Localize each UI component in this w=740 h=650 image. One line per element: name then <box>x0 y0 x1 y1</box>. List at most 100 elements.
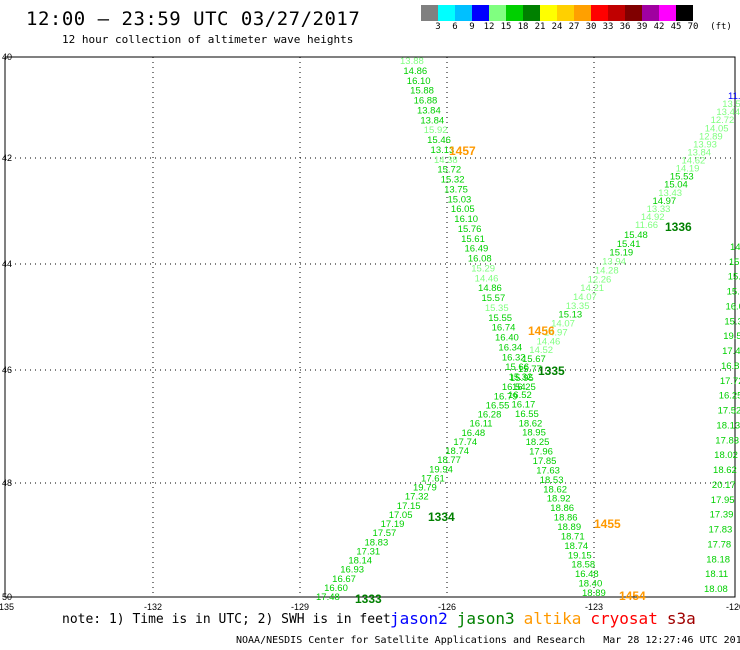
wave-height-value: 15.3 <box>724 316 740 327</box>
wave-height-value: 15.32 <box>441 175 465 186</box>
wave-height-value: 14.46 <box>475 273 499 284</box>
lat-tick-label: 44 <box>2 259 12 269</box>
wave-height-value: 13.75 <box>444 184 468 195</box>
wave-height-value: 16.25 <box>512 382 536 393</box>
legend-label: 21 <box>534 22 546 32</box>
wave-height-value: 18.58 <box>571 560 595 571</box>
wave-height-value: 12.26 <box>588 274 612 285</box>
wave-height-value: 13.84 <box>420 115 444 126</box>
satellite-altika: altika <box>523 609 582 628</box>
wave-height-value: 16.40 <box>495 333 519 344</box>
wave-height-value: 18.62 <box>713 465 737 476</box>
wave-height-value: 15.76 <box>458 224 482 235</box>
wave-height-value: 13.84 <box>417 105 441 116</box>
legend-swatch <box>421 5 438 21</box>
footer-note: note: 1) Time is in UTC; 2) SWH is in fe… <box>62 612 391 627</box>
wave-height-value: 13.94 <box>602 257 626 268</box>
wave-height-value: 13.84 <box>687 147 711 158</box>
orbit-number-label: 1456 <box>528 324 555 338</box>
wave-height-value: 17.85 <box>533 456 557 467</box>
wave-height-value: 15.77 <box>518 364 542 375</box>
wave-height-value: 16.74 <box>492 323 516 334</box>
wave-height-value: 16.10 <box>454 214 478 225</box>
wave-height-value: 14.21 <box>580 283 604 294</box>
color-legend <box>421 5 693 21</box>
wave-height-value: 11.44 <box>728 91 740 102</box>
wave-height-value: 15.41 <box>617 239 641 250</box>
wave-height-value: 16.55 <box>515 409 539 420</box>
wave-height-value: 13.93 <box>693 139 717 150</box>
wave-height-value: 17.05 <box>389 510 413 521</box>
wave-height-value: 18.13 <box>716 420 740 431</box>
wave-height-value: 16.34 <box>498 342 522 353</box>
wave-height-value: 19.79 <box>413 483 437 494</box>
color-legend-labels: 3 6 9 12 15 18 21 24 27 30 33 36 39 42 45 70 (ft) <box>421 22 740 34</box>
wave-height-value: 18.14 <box>348 556 372 567</box>
map-frame <box>4 56 736 598</box>
legend-label: 30 <box>585 22 597 32</box>
legend-unit: (ft) <box>710 22 732 32</box>
satellite-jason2: jason2 <box>390 609 448 628</box>
wave-height-value: 14.92 <box>641 212 665 223</box>
orbit-number-label: 1334 <box>428 510 455 524</box>
legend-label: 6 <box>452 22 458 32</box>
legend-swatch <box>489 5 506 21</box>
wave-height-value: 16.79 <box>494 391 518 402</box>
wave-height-value: 17.48 <box>316 592 340 603</box>
wave-height-value: 15.61 <box>461 234 485 245</box>
legend-label: 3 <box>435 22 441 32</box>
wave-height-value: 19.53 <box>723 331 740 342</box>
orbit-number-label: 1333 <box>355 592 382 606</box>
legend-swatch <box>438 5 455 21</box>
legend-label: 9 <box>469 22 475 32</box>
wave-height-value: 18.40 <box>578 579 602 590</box>
legend-swatch <box>455 5 472 21</box>
wave-height-value: 18.77 <box>437 455 461 466</box>
lat-tick-label: 42 <box>2 153 12 163</box>
wave-height-value: 18.74 <box>564 541 588 552</box>
legend-label: 39 <box>636 22 648 32</box>
wave-height-value: 18.08 <box>704 584 728 595</box>
legend-label: 45 <box>670 22 682 32</box>
satellite-jason3: jason3 <box>456 609 515 628</box>
legend-swatch <box>506 5 523 21</box>
satellite-cryosat: cryosat <box>590 609 658 628</box>
legend-swatch <box>574 5 591 21</box>
legend-label: 42 <box>653 22 665 32</box>
lon-tick-label: -135 <box>0 602 14 612</box>
wave-height-value: 14.62 <box>682 156 706 167</box>
wave-height-value: 16.17 <box>512 399 536 410</box>
wave-height-value: 15.67 <box>522 354 546 365</box>
wave-height-value: 15.03 <box>448 194 472 205</box>
legend-swatch <box>472 5 489 21</box>
wave-height-value: 18.02 <box>714 450 738 461</box>
legend-swatch <box>625 5 642 21</box>
wave-height-value: 14.07 <box>573 292 597 303</box>
wave-height-value: 17.95 <box>711 495 735 506</box>
lat-tick-label: 48 <box>2 478 12 488</box>
wave-height-value: 17.78 <box>707 539 731 550</box>
wave-height-value: 15.13 <box>558 310 582 321</box>
wave-height-value: 17.52 <box>718 406 740 417</box>
wave-height-value: 14.53 <box>730 242 740 253</box>
lon-tick-label: -126 <box>438 602 456 612</box>
wave-height-value: 17.32 <box>405 492 429 503</box>
wave-height-value: 15.46 <box>427 135 451 146</box>
wave-height-value: 15.95 <box>510 373 534 384</box>
lat-tick-label: 50 <box>2 592 12 602</box>
legend-swatch <box>676 5 693 21</box>
wave-height-value: 16.52 <box>508 390 532 401</box>
wave-height-value: 18.89 <box>582 588 606 599</box>
orbit-number-label: 1335 <box>538 364 565 378</box>
wave-height-value: 18.53 <box>540 475 564 486</box>
wave-height-value: 14.97 <box>544 327 568 338</box>
wave-height-value: 13.35 <box>566 301 590 312</box>
wave-height-value: 13.53 <box>722 99 740 110</box>
wave-height-value: 16.55 <box>486 400 510 411</box>
wave-height-value: 19.15 <box>568 550 592 561</box>
wave-height-value: 13.43 <box>658 188 682 199</box>
wave-height-value: 17.74 <box>453 437 477 448</box>
wave-height-value: 16.48 <box>575 569 599 580</box>
wave-height-value: 14.19 <box>676 164 700 175</box>
